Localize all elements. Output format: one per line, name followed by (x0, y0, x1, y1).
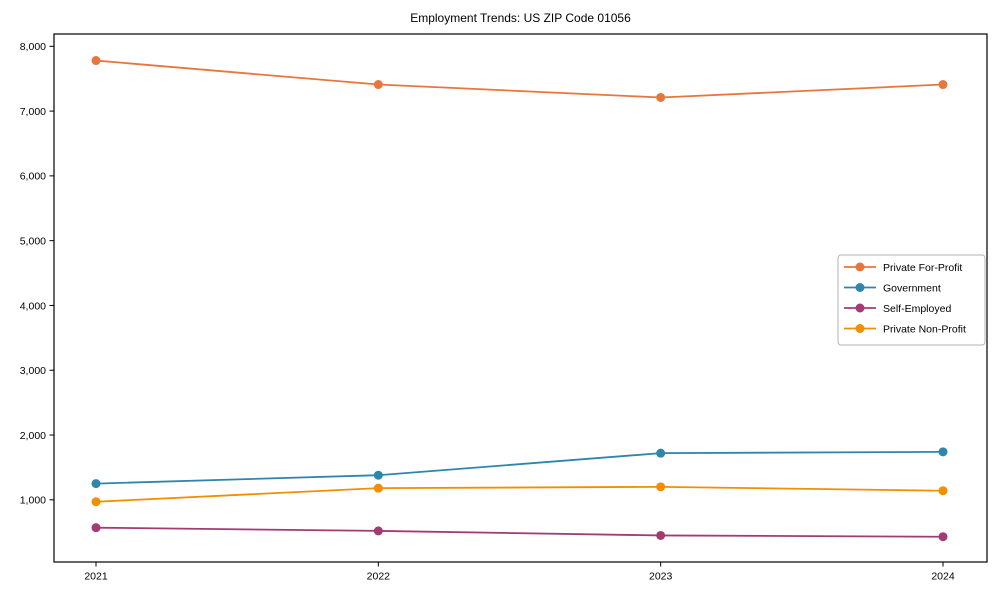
data-point-self-employed (938, 532, 948, 542)
data-point-self-employed (373, 526, 383, 536)
data-point-private-for-profit (938, 80, 948, 90)
data-point-self-employed (656, 530, 666, 540)
x-axis-tick-label: 2024 (931, 571, 955, 583)
data-point-private-non-profit (373, 483, 383, 493)
legend-label-private-for-profit: Private For-Profit (883, 262, 962, 274)
y-axis-tick-label: 4,000 (20, 300, 46, 312)
legend-label-self-employed: Self-Employed (883, 303, 951, 315)
legend-label-private-non-profit: Private Non-Profit (883, 323, 966, 335)
data-point-private-for-profit (91, 56, 101, 66)
x-axis-tick-label: 2021 (84, 571, 108, 583)
x-axis-tick-label: 2022 (367, 571, 391, 583)
y-axis-tick-label: 8,000 (20, 41, 46, 53)
legend-box (837, 254, 986, 346)
y-axis-tick-label: 7,000 (20, 106, 46, 118)
data-point-government (373, 470, 383, 480)
chart-title: Employment Trends: US ZIP Code 01056 (410, 11, 631, 25)
x-axis-tick-label: 2023 (649, 571, 673, 583)
data-point-private-non-profit (656, 482, 666, 492)
legend-marker-self-employed (855, 303, 865, 313)
y-axis-tick-label: 6,000 (20, 171, 46, 183)
series-line-private-for-profit (95, 59, 944, 99)
data-point-government (91, 479, 101, 489)
y-axis-tick-label: 2,000 (20, 430, 46, 442)
legend-marker-private-for-profit (855, 262, 865, 272)
legend-marker-private-non-profit (855, 324, 865, 333)
data-point-private-for-profit (373, 80, 383, 90)
data-point-private-for-profit (656, 92, 666, 102)
y-axis-tick-label: 1,000 (20, 495, 46, 507)
y-axis-tick-label: 5,000 (20, 235, 46, 247)
series-line-self-employed (95, 526, 944, 538)
data-point-private-non-profit (91, 497, 101, 507)
data-point-government (656, 448, 666, 458)
legend-label-government: Government (883, 282, 941, 294)
data-point-government (938, 447, 948, 457)
plot-border (53, 33, 988, 563)
legend-marker-government (855, 283, 865, 292)
data-point-private-non-profit (938, 486, 948, 496)
series-line-private-non-profit (95, 485, 944, 503)
y-axis-tick-label: 3,000 (20, 365, 46, 377)
data-point-self-employed (91, 523, 101, 533)
series-line-government (95, 450, 944, 485)
